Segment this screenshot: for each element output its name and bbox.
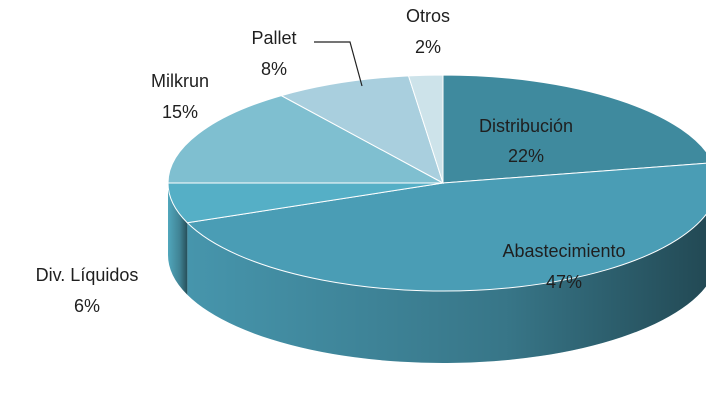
- slice-label: Distribución: [479, 116, 573, 136]
- slice-label: Abastecimiento: [502, 241, 625, 261]
- slice-side-shade: [168, 183, 188, 295]
- slice: [280, 75, 444, 185]
- slice-value-label: 2%: [415, 37, 441, 57]
- slice-label: Div. Líquidos: [36, 265, 139, 285]
- slice-value-label: 15%: [162, 102, 198, 122]
- slice-side-shade: [187, 214, 706, 363]
- slice: [186, 162, 706, 292]
- slice: [407, 74, 444, 184]
- slice-value-label: 22%: [508, 146, 544, 166]
- slice-value-label: 6%: [74, 296, 100, 316]
- slice-value-label: 8%: [261, 59, 287, 79]
- pie-tops: [167, 74, 706, 292]
- pie-sides: [168, 183, 706, 363]
- slice-label: Milkrun: [151, 71, 209, 91]
- slice: [167, 95, 444, 184]
- slice-label: Pallet: [251, 28, 296, 48]
- slice-label: Otros: [406, 6, 450, 26]
- leader-line: [314, 41, 363, 87]
- slice: [442, 74, 706, 184]
- slice-value-label: 47%: [546, 272, 582, 292]
- labels: Distribución 22% Abastecimiento 47% Div. Líq…: [36, 6, 626, 316]
